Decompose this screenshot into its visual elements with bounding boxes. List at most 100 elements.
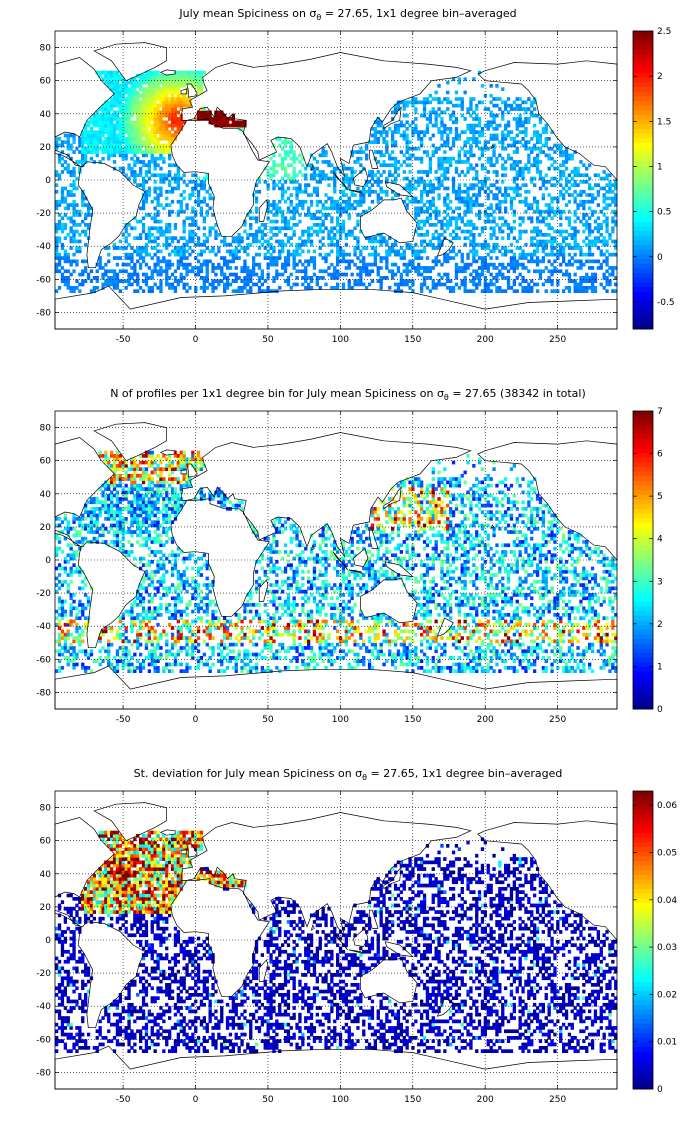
data-cell (144, 170, 149, 174)
data-cell (576, 289, 580, 293)
data-cell (312, 666, 317, 670)
data-cell (289, 286, 293, 290)
data-cell (486, 242, 490, 247)
data-cell (501, 156, 505, 161)
data-cell (150, 127, 154, 131)
data-cell (150, 276, 154, 280)
data-cell (237, 656, 241, 660)
data-cell (579, 160, 583, 164)
data-cell (72, 223, 76, 227)
data-cell (466, 193, 470, 197)
data-cell (538, 233, 543, 237)
data-cell (393, 656, 398, 660)
data-cell (506, 286, 511, 290)
data-cell (425, 219, 430, 224)
data-cell (509, 229, 514, 234)
data-cell (434, 97, 438, 101)
data-cell (130, 252, 134, 257)
data-cell (168, 107, 172, 111)
data-cell (275, 262, 279, 267)
data-cell (330, 229, 334, 234)
data-cell (307, 226, 311, 231)
data-cell (121, 262, 125, 267)
data-cell (614, 266, 618, 270)
data-cell (165, 130, 169, 134)
data-cell (567, 233, 572, 237)
data-cell (425, 97, 430, 101)
data-cell (515, 97, 519, 101)
data-cell (396, 252, 401, 257)
data-cell (202, 242, 206, 247)
data-cell (440, 137, 444, 141)
data-cell (460, 97, 464, 101)
data-cell (127, 143, 131, 148)
data-cell (115, 669, 120, 673)
data-cell (327, 206, 331, 211)
data-cell (115, 146, 120, 151)
data-cell (492, 669, 496, 673)
x-tick-label: 50 (262, 335, 274, 345)
data-cell (321, 146, 325, 151)
data-cell (133, 77, 137, 82)
data-cell (399, 256, 403, 260)
data-cell (92, 113, 96, 118)
data-cell (295, 209, 299, 214)
data-cell (286, 236, 291, 240)
data-cell (614, 183, 618, 187)
data-cell (141, 249, 146, 254)
data-cell (341, 199, 346, 204)
data-cell (92, 130, 96, 134)
data-cell (538, 213, 543, 217)
data-cell (112, 286, 117, 290)
data-cell (95, 123, 99, 128)
data-cell (472, 242, 476, 247)
data-cell (585, 276, 589, 280)
data-cell (504, 196, 508, 201)
data-cell (518, 113, 522, 118)
data-cell (614, 282, 618, 287)
data-cell (176, 127, 180, 131)
data-cell (480, 259, 485, 264)
data-cell (562, 173, 566, 178)
data-cell (124, 662, 128, 667)
data-cell (437, 176, 441, 181)
data-cell (81, 146, 85, 151)
data-cell (454, 216, 459, 221)
data-cell (318, 176, 322, 181)
data-cell (492, 282, 496, 287)
data-cell (480, 84, 485, 88)
data-cell (501, 163, 505, 168)
data-cell (141, 279, 146, 283)
data-cell (338, 252, 343, 257)
data-cell (533, 269, 537, 274)
data-cell (527, 289, 531, 293)
data-cell (605, 176, 609, 181)
data-cell (304, 266, 308, 270)
data-cell (292, 249, 296, 254)
data-cell (153, 143, 157, 148)
data-cell (107, 74, 111, 78)
data-cell (425, 123, 430, 128)
data-cell (538, 229, 543, 234)
data-cell (220, 256, 224, 260)
data-cell (266, 183, 270, 187)
data-cell (472, 123, 476, 128)
data-cell (570, 153, 574, 158)
data-cell (156, 97, 160, 101)
data-cell (593, 209, 598, 214)
data-cell (269, 166, 273, 171)
data-cell (501, 659, 505, 663)
data-cell (289, 216, 293, 221)
colorbar-segment (633, 44, 653, 51)
data-cell (257, 189, 262, 194)
data-cell (98, 656, 102, 660)
data-cell (260, 289, 264, 293)
data-cell (188, 239, 192, 244)
data-cell (118, 107, 122, 111)
data-cell (98, 137, 102, 141)
data-cell (582, 180, 586, 184)
data-cell (98, 70, 102, 75)
data-cell (466, 203, 470, 207)
data-cell (315, 229, 319, 234)
data-cell (463, 117, 467, 121)
